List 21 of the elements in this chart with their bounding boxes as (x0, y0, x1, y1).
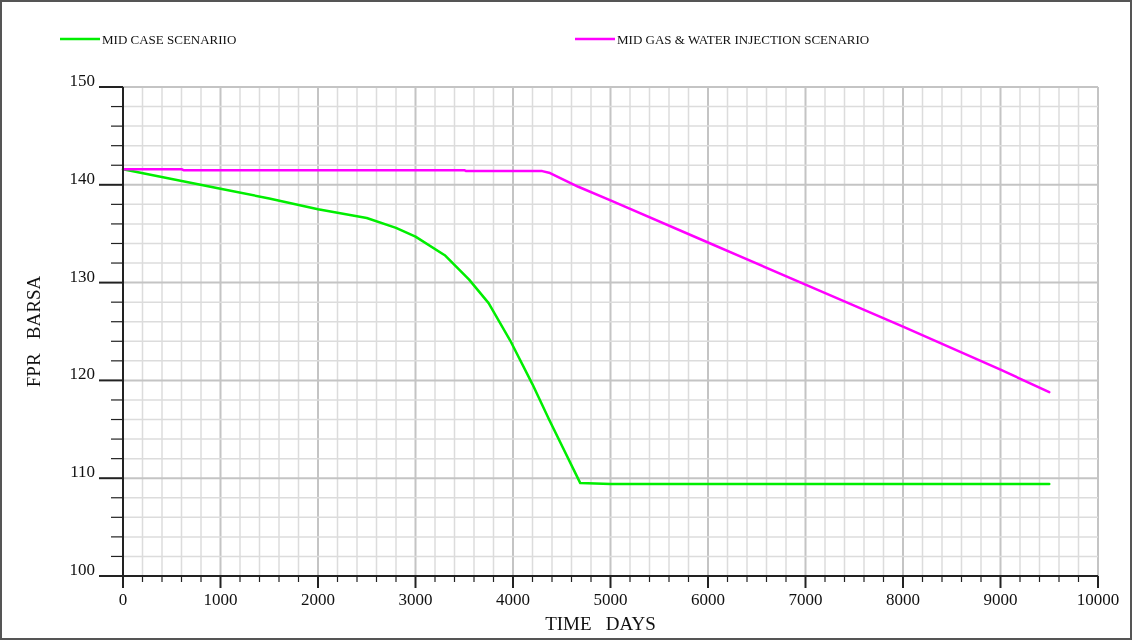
x-tick-label: 5000 (593, 590, 628, 609)
x-tick-label: 8000 (886, 590, 920, 609)
x-tick-label: 3000 (398, 590, 433, 609)
x-tick-label: 9000 (983, 590, 1018, 609)
x-tick-label: 4000 (496, 590, 530, 609)
legend-label: MID GAS & WATER INJECTION SCENARIO (617, 32, 870, 47)
y-tick-label: 110 (70, 462, 95, 482)
y-tick-label: 120 (69, 364, 95, 384)
x-tick-label: 2000 (301, 590, 335, 609)
x-tick-label: 0 (118, 590, 128, 609)
y-axis-title: FPR BARSA (23, 275, 44, 388)
x-axis-title: TIME DAYS (545, 613, 656, 634)
y-tick-label: 130 (69, 266, 95, 286)
x-tick-label: 1000 (203, 590, 238, 609)
x-tick-label: 6000 (691, 590, 725, 609)
legend-label: MID CASE SCENARIIO (102, 32, 237, 47)
y-tick-label: 100 (69, 560, 95, 579)
y-tick-label: 140 (69, 168, 95, 188)
y-tick-label: 150 (69, 71, 95, 90)
x-tick-label: 10000 (1076, 590, 1120, 609)
x-tick-label: 7000 (788, 590, 823, 609)
